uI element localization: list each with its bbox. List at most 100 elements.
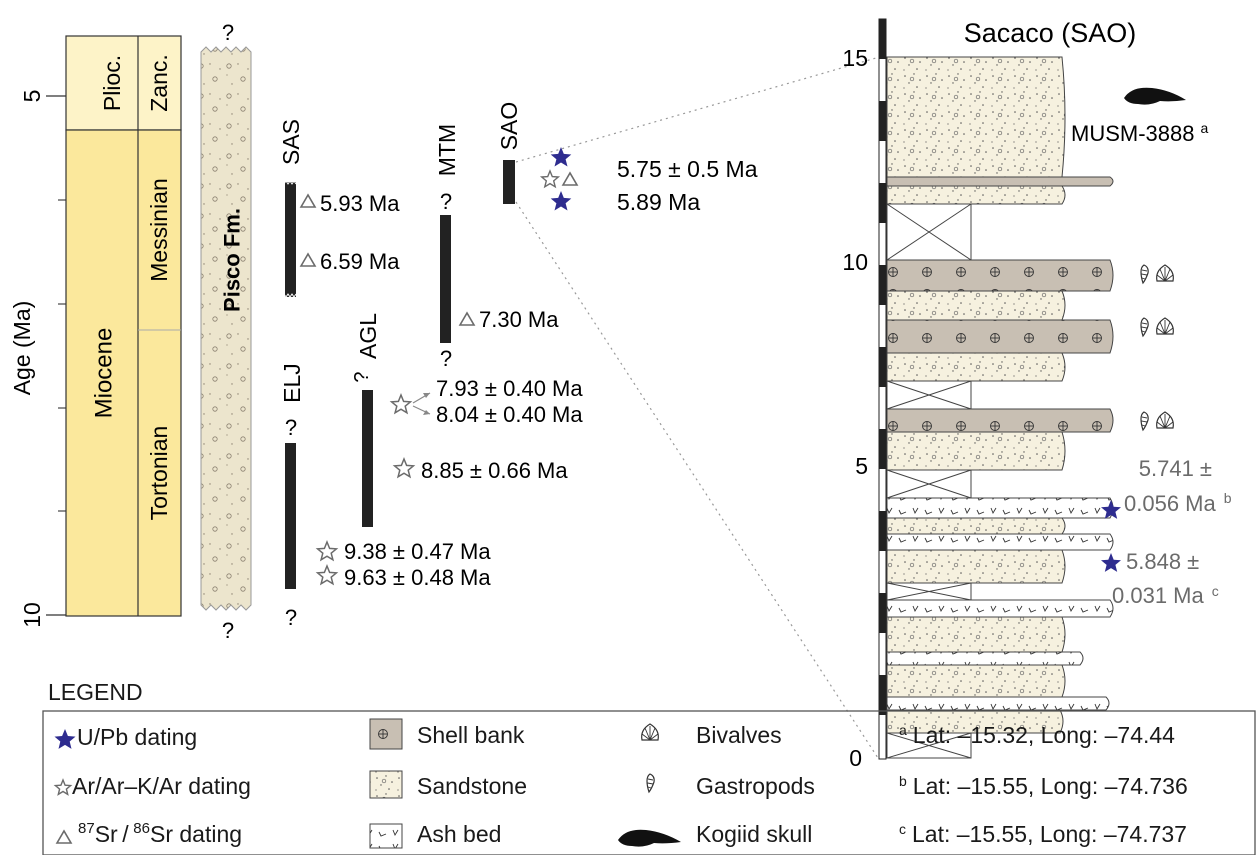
date-label: 5.89 Ma [617,189,700,215]
ash-bed-swatch [369,823,403,849]
question-mark: ? [440,189,452,214]
zoom-connector [515,201,879,759]
gastropod-icon [1140,411,1149,432]
date-label: 5.93 Ma [320,191,400,216]
scale-segment [879,593,886,633]
section-label: AGL [355,313,381,359]
bivalve-icon [1156,264,1174,282]
ash-layer [886,533,1114,551]
star-outline-icon [53,778,73,796]
question-mark: ? [440,346,452,371]
sacaco-section: Sacaco (SAO) 15 10 5 0 [842,18,1231,771]
scale-segment [879,347,886,387]
star-outline-icon [539,169,561,189]
gastropod-icon [1140,317,1149,338]
gastropod-bivalve-icons [1140,317,1174,338]
section-bar [285,443,296,589]
sandstone-layer [886,517,1066,535]
ash-layer [886,599,1114,618]
axis-tick-label: 10 [19,602,45,628]
sandstone-layer [886,352,1066,382]
section-label: MTM [434,124,460,176]
specimen-label: MUSM-3888 a [1071,120,1208,146]
triangle-icon [299,252,317,267]
stage-tortonian: Tortonian [146,426,172,521]
gastropod-bivalve-icons [1140,264,1174,285]
stage-messinian: Messinian [146,178,172,282]
triangle-icon [299,193,317,208]
bivalve-icon [641,723,659,741]
arrow-head [423,393,430,398]
triangle-icon [561,171,579,186]
scale-segment [879,183,886,223]
chronostrat-column: Plioc. Miocene Zanc. Messinian Tortonian [65,35,182,617]
covered-interval [886,469,972,499]
formation-name: Pisco Fm. [220,208,245,312]
date-label: 0.056 Ma b [1124,490,1232,516]
covered-interval [886,582,972,601]
date-label: 5.75 ± 0.5 Ma [617,156,758,182]
covered-interval [886,203,972,261]
legend-ash-bed: Ash bed [417,821,501,847]
section-label: SAS [278,119,304,165]
section-elj: ELJ ? ? 9.38 ± 0.47 Ma 9.63 ± 0.48 Ma [279,363,491,630]
date-label: 7.93 ± 0.40 Ma [436,376,583,401]
section-agl: AGL ? 7.93 ± 0.40 Ma 8.04 ± 0.40 Ma 8.85… [351,313,583,527]
section-sao: SAO 5.75 ± 0.5 Ma 5.89 Ma [496,102,758,215]
star-filled-icon [54,729,76,749]
age-axis: 5 10 Age (Ma) [9,90,66,628]
section-bar [440,215,451,343]
legend-shell-bank: Shell bank [417,722,525,748]
scale-segment [879,265,886,305]
legend-sandstone: Sandstone [417,773,527,799]
sandstone-layer [886,664,1066,698]
legend-location-b: b Lat: –15.55, Long: –74.736 [899,773,1188,799]
scale-segment [879,429,886,469]
date-label: 5.848 ± [1126,549,1199,574]
legend-kogiid-skull: Kogiid skull [696,821,812,847]
date-label: 8.85 ± 0.66 Ma [421,458,568,483]
gastropod-icon [1140,264,1149,285]
bivalve-icon [1156,317,1174,335]
date-label: 9.38 ± 0.47 Ma [344,539,491,564]
star-outline-icon [315,540,339,562]
sandstone-layer [886,616,1066,653]
legend-bivalves: Bivalves [696,722,782,748]
legend-box [42,710,1256,855]
scale-segment [879,511,886,551]
section-bar [362,390,373,527]
gastropod-icon [646,773,655,794]
arrow-head [423,410,430,415]
sandstone-swatch [369,770,403,799]
triangle-icon [55,829,73,844]
bivalve-icon [1156,411,1174,429]
date-label: 0.031 Ma c [1112,583,1219,608]
date-label: 8.04 ± 0.40 Ma [436,402,583,427]
date-label: 7.30 Ma [479,307,559,332]
section-bar [503,160,515,204]
question-mark: ? [285,605,297,630]
miocene-box [65,129,182,617]
section-mtm: MTM ? ? 7.30 Ma [434,124,559,371]
star-outline-icon [315,564,339,586]
scale-segment [879,675,886,715]
axis-tick-label: 5 [19,90,45,103]
shell-bank-swatch [369,718,403,750]
star-filled-icon [550,147,572,167]
date-label: 5.741 ± [1139,456,1212,481]
kogiid-skull-icon [618,829,681,847]
sandstone-layer [886,290,1066,321]
star-outline-icon [392,457,416,479]
ash-layer [886,651,1084,666]
legend-gastropods: Gastropods [696,773,815,799]
date-label: 6.59 Ma [320,249,400,274]
question-mark: ? [351,371,373,382]
legend-location-c: c Lat: –15.55, Long: –74.737 [899,821,1187,847]
star-filled-icon [1101,500,1121,519]
star-filled-icon [550,191,572,211]
covered-interval [886,732,972,759]
scale-segment [879,19,886,59]
kogiid-skull-icon [1124,87,1186,105]
star-outline-icon [389,393,413,415]
